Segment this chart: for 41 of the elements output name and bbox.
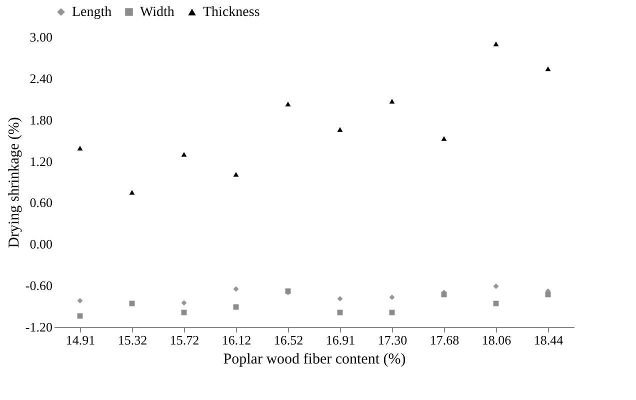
legend-label: Thickness bbox=[203, 5, 260, 20]
x-tick-label: 15.32 bbox=[118, 332, 148, 348]
x-tick-label: 17.68 bbox=[430, 332, 460, 348]
y-tick-label: 3.00 bbox=[30, 30, 52, 44]
x-tick-label: 16.52 bbox=[274, 332, 304, 348]
x-tick-label: 17.30 bbox=[378, 332, 408, 348]
point bbox=[545, 66, 551, 72]
legend-label: Length bbox=[72, 5, 112, 20]
point bbox=[285, 102, 291, 106]
point bbox=[493, 42, 499, 46]
x-axis-title: Poplar wood fiber content (%) bbox=[223, 352, 406, 368]
y-tick-label: 1.20 bbox=[30, 154, 52, 169]
y-axis-title: Drying shrinkage (%) bbox=[6, 117, 22, 248]
y-tick-label: 0.00 bbox=[30, 236, 52, 252]
y-tick-label: 1.80 bbox=[30, 112, 52, 128]
point bbox=[389, 294, 395, 300]
point bbox=[181, 300, 187, 306]
point bbox=[233, 172, 239, 177]
x-tick-label: 15.72 bbox=[170, 332, 200, 348]
point bbox=[337, 127, 343, 132]
x-tick-label: 18.06 bbox=[482, 332, 512, 348]
y-tick-label: -0.60 bbox=[25, 278, 52, 294]
x-tick-label: 16.91 bbox=[326, 332, 356, 348]
point bbox=[337, 296, 343, 302]
point bbox=[181, 152, 187, 157]
point bbox=[129, 300, 135, 306]
y-tick-label: 2.40 bbox=[30, 70, 52, 86]
x-tick-label: 16.12 bbox=[222, 332, 252, 348]
y-tick-label: -1.20 bbox=[25, 320, 52, 334]
point bbox=[441, 136, 447, 141]
point bbox=[493, 300, 499, 306]
point bbox=[545, 292, 551, 298]
y-tick-label: 0.60 bbox=[30, 195, 52, 210]
x-tick-label: 14.91 bbox=[66, 332, 96, 348]
legend-label: Width bbox=[140, 5, 174, 20]
point bbox=[233, 286, 239, 292]
x-tick-label: 18.44 bbox=[534, 332, 564, 348]
point bbox=[389, 98, 395, 104]
point bbox=[233, 304, 239, 310]
point bbox=[77, 313, 83, 319]
point bbox=[77, 146, 83, 151]
